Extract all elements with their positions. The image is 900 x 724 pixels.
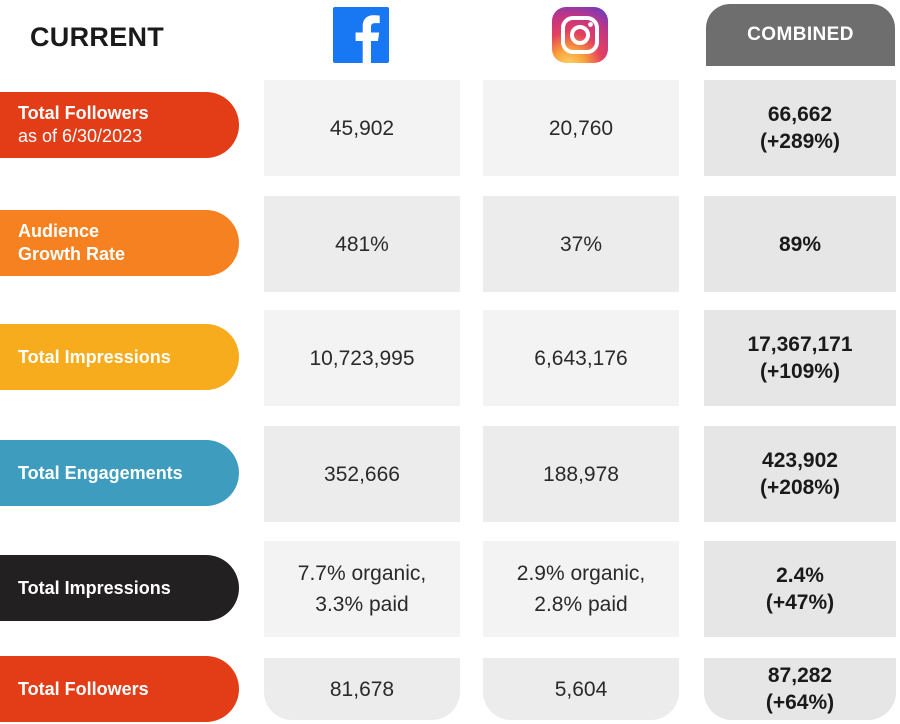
facebook-icon xyxy=(333,7,389,63)
cell-line-2: 3.3% paid xyxy=(315,593,409,616)
combined-impressions-rate-cell: 2.4% (+47%) xyxy=(704,541,896,637)
cell-value: 45,902 xyxy=(329,116,395,140)
instagram-growth-rate-cell: 37% xyxy=(483,196,679,292)
combined-total-engagements-cell: 423,902 (+208%) xyxy=(704,426,896,522)
row-label-text: Total Followers xyxy=(18,103,149,123)
combined-value: 89% xyxy=(778,232,822,256)
cell-value: 81,678 xyxy=(329,677,395,701)
facebook-impressions-rate-cell: 7.7% organic, 3.3% paid xyxy=(264,541,460,637)
row-label-audience-growth-rate: Audience Growth Rate xyxy=(0,210,239,276)
instagram-followers-cell: 5,604 xyxy=(483,658,679,720)
facebook-total-impressions-cell: 10,723,995 xyxy=(264,310,460,406)
instagram-icon xyxy=(552,7,608,63)
combined-total-followers-cell: 66,662 (+289%) xyxy=(704,80,896,176)
instagram-impressions-rate-cell: 2.9% organic, 2.8% paid xyxy=(483,541,679,637)
combined-value: 87,282 xyxy=(767,664,833,687)
row-label-text: Total Followers xyxy=(18,678,149,699)
cell-value: 5,604 xyxy=(554,677,608,701)
row-label-total-followers: Total Followers as of 6/30/2023 xyxy=(0,92,239,158)
combined-value: 17,367,171 xyxy=(747,333,853,356)
combined-value: 423,902 xyxy=(762,449,838,472)
row-label-text-line2: Growth Rate xyxy=(18,244,126,264)
cell-value: 188,978 xyxy=(543,462,619,486)
cell-value: 20,760 xyxy=(548,116,614,140)
combined-change: (+289%) xyxy=(760,130,840,153)
cell-value: 352,666 xyxy=(324,462,400,486)
cell-line-2: 2.8% paid xyxy=(534,593,628,616)
facebook-total-engagements-cell: 352,666 xyxy=(264,426,460,522)
combined-growth-rate-cell: 89% xyxy=(704,196,896,292)
instagram-total-impressions-cell: 6,643,176 xyxy=(483,310,679,406)
combined-value: 66,662 xyxy=(767,103,833,126)
cell-value: 10,723,995 xyxy=(309,346,415,370)
row-label-text: Audience xyxy=(18,221,100,241)
combined-followers-cell: 87,282 (+64%) xyxy=(704,658,896,720)
combined-column-header: COMBINED xyxy=(706,4,895,66)
combined-change: (+47%) xyxy=(765,591,835,614)
cell-line-1: 2.9% organic, xyxy=(516,562,646,585)
combined-change: (+64%) xyxy=(765,691,835,714)
page-title: CURRENT xyxy=(30,22,165,52)
cell-value: 6,643,176 xyxy=(534,346,628,370)
row-label-text: Total Impressions xyxy=(18,346,171,367)
instagram-total-followers-cell: 20,760 xyxy=(483,80,679,176)
combined-change: (+208%) xyxy=(760,476,840,499)
cell-line-1: 7.7% organic, xyxy=(297,562,427,585)
row-label-total-followers-2: Total Followers xyxy=(0,656,239,722)
combined-total-impressions-cell: 17,367,171 (+109%) xyxy=(704,310,896,406)
row-label-subtext: as of 6/30/2023 xyxy=(18,126,143,146)
facebook-growth-rate-cell: 481% xyxy=(264,196,460,292)
row-label-total-engagements: Total Engagements xyxy=(0,440,239,506)
row-label-text: Total Impressions xyxy=(18,577,171,598)
facebook-total-followers-cell: 45,902 xyxy=(264,80,460,176)
combined-change: (+109%) xyxy=(760,360,840,383)
cell-value: 37% xyxy=(559,232,603,256)
row-label-text: Total Engagements xyxy=(18,462,183,483)
combined-value: 2.4% xyxy=(776,564,824,587)
instagram-total-engagements-cell: 188,978 xyxy=(483,426,679,522)
facebook-followers-cell: 81,678 xyxy=(264,658,460,720)
row-label-total-impressions: Total Impressions xyxy=(0,324,239,390)
cell-value: 481% xyxy=(335,232,389,256)
row-label-impressions-rate: Total Impressions xyxy=(0,555,239,621)
